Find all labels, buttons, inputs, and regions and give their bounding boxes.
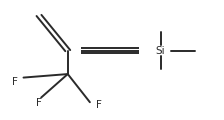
Text: F: F (96, 100, 102, 110)
Text: F: F (36, 98, 42, 108)
Text: F: F (12, 77, 18, 87)
Text: Si: Si (156, 46, 166, 56)
